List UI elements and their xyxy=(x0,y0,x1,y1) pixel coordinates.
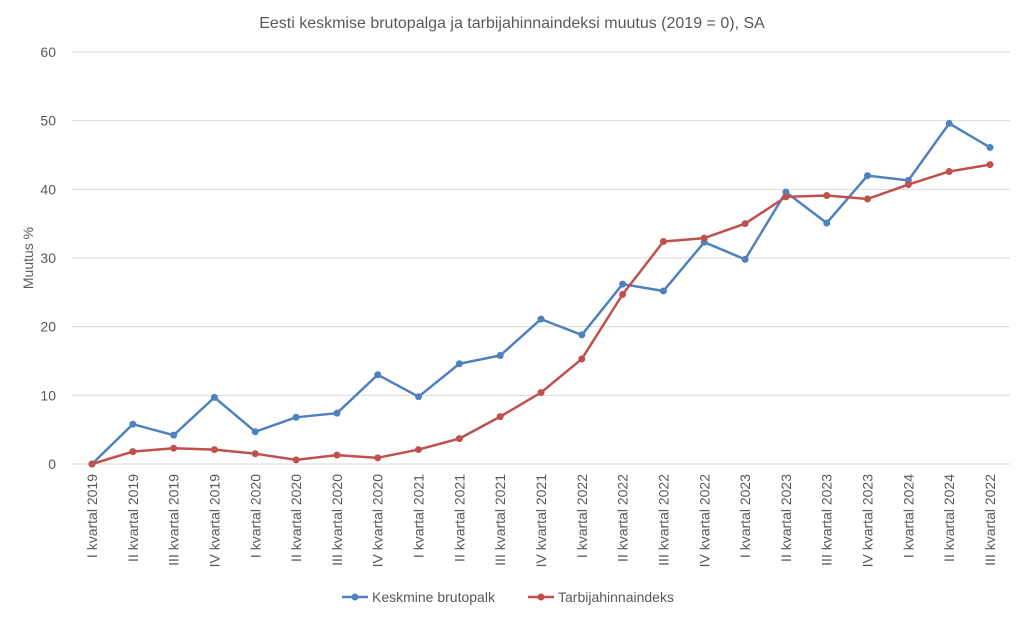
x-tick-label: IV kvartal 2021 xyxy=(533,474,549,568)
x-tick-label: I kvartal 2022 xyxy=(574,474,590,558)
data-point xyxy=(455,435,463,443)
data-point xyxy=(251,450,259,458)
data-point xyxy=(904,181,912,189)
data-point xyxy=(823,192,831,200)
data-point xyxy=(578,331,586,339)
data-point xyxy=(864,172,872,180)
data-point xyxy=(496,413,504,421)
x-tick-label: IV kvartal 2019 xyxy=(206,474,222,568)
data-point xyxy=(945,167,953,175)
x-tick-label: II kvartal 2020 xyxy=(288,474,304,562)
y-tick-label: 0 xyxy=(48,456,56,472)
data-point xyxy=(129,448,137,456)
data-point xyxy=(700,234,708,242)
y-tick-label: 20 xyxy=(40,319,56,335)
data-point xyxy=(782,188,790,196)
y-tick-label: 30 xyxy=(40,250,56,266)
data-point xyxy=(496,352,504,360)
data-point xyxy=(170,431,178,439)
chart-title: Eesti keskmise brutopalga ja tarbijahinn… xyxy=(259,15,765,32)
data-point xyxy=(619,290,627,298)
x-tick-label: III kvartal 2022 xyxy=(982,474,998,566)
series-line xyxy=(91,122,991,465)
x-tick-label: I kvartal 2021 xyxy=(411,474,427,558)
data-point xyxy=(333,451,341,459)
data-point xyxy=(170,444,178,452)
data-point xyxy=(455,360,463,368)
x-tick-label: IV kvartal 2023 xyxy=(860,474,876,568)
y-tick-label: 40 xyxy=(40,181,56,197)
x-tick-label: I kvartal 2020 xyxy=(247,474,263,558)
x-tick-label: II kvartal 2022 xyxy=(615,474,631,562)
data-point xyxy=(333,409,341,417)
legend: Keskmine brutopalk Tarbijahinnaindeks xyxy=(342,589,674,605)
legend-label: Tarbijahinnaindeks xyxy=(558,589,674,605)
data-point xyxy=(945,119,953,127)
data-point xyxy=(88,460,96,468)
series-1 xyxy=(88,119,994,468)
data-point xyxy=(782,193,790,201)
x-tick-label: II kvartal 2021 xyxy=(451,474,467,562)
y-axis-label: Muutus % xyxy=(20,227,36,289)
data-point xyxy=(251,428,259,436)
data-point xyxy=(864,195,872,203)
x-tick-label: I kvartal 2023 xyxy=(737,474,753,558)
legend-marker xyxy=(351,593,359,601)
x-tick-label: II kvartal 2019 xyxy=(125,474,141,562)
legend-label: Keskmine brutopalk xyxy=(372,589,496,605)
x-tick-label: IV kvartal 2020 xyxy=(370,474,386,568)
data-point xyxy=(129,420,137,428)
x-tick-label: I kvartal 2019 xyxy=(84,474,100,558)
data-point xyxy=(619,280,627,288)
x-tick-label: IV kvartal 2022 xyxy=(696,474,712,568)
x-tick-label: III kvartal 2021 xyxy=(492,474,508,566)
x-axis-ticks: I kvartal 2019 II kvartal 2019 III kvartal… xyxy=(84,474,998,568)
data-point xyxy=(415,446,423,454)
x-tick-label: I kvartal 2024 xyxy=(900,474,916,558)
data-point xyxy=(659,238,667,246)
x-tick-label: III kvartal 2019 xyxy=(166,474,182,566)
data-point xyxy=(292,456,300,464)
x-tick-label: II kvartal 2024 xyxy=(941,474,957,562)
y-tick-label: 60 xyxy=(40,44,56,60)
legend-marker xyxy=(537,593,545,601)
data-point xyxy=(741,255,749,263)
y-axis-ticks: 0 10 20 30 40 50 60 xyxy=(40,44,56,472)
x-tick-label: III kvartal 2020 xyxy=(329,474,345,566)
x-tick-label: III kvartal 2023 xyxy=(819,474,835,566)
series-layer xyxy=(88,119,994,468)
data-point xyxy=(415,393,423,401)
data-point xyxy=(537,389,545,397)
x-tick-label: III kvartal 2022 xyxy=(655,474,671,566)
y-tick-label: 10 xyxy=(40,387,56,403)
data-point xyxy=(823,219,831,227)
data-point xyxy=(210,393,218,401)
x-tick-label: II kvartal 2023 xyxy=(778,474,794,562)
series-2 xyxy=(88,161,994,468)
series-line xyxy=(91,163,991,466)
data-point xyxy=(537,315,545,323)
data-point xyxy=(986,143,994,151)
gridlines xyxy=(72,51,1010,465)
data-point xyxy=(374,454,382,462)
data-point xyxy=(986,161,994,169)
data-point xyxy=(292,413,300,421)
data-point xyxy=(374,371,382,379)
data-point xyxy=(741,220,749,228)
y-tick-label: 50 xyxy=(40,113,56,129)
data-point xyxy=(659,287,667,295)
data-point xyxy=(210,446,218,454)
data-point xyxy=(578,355,586,363)
